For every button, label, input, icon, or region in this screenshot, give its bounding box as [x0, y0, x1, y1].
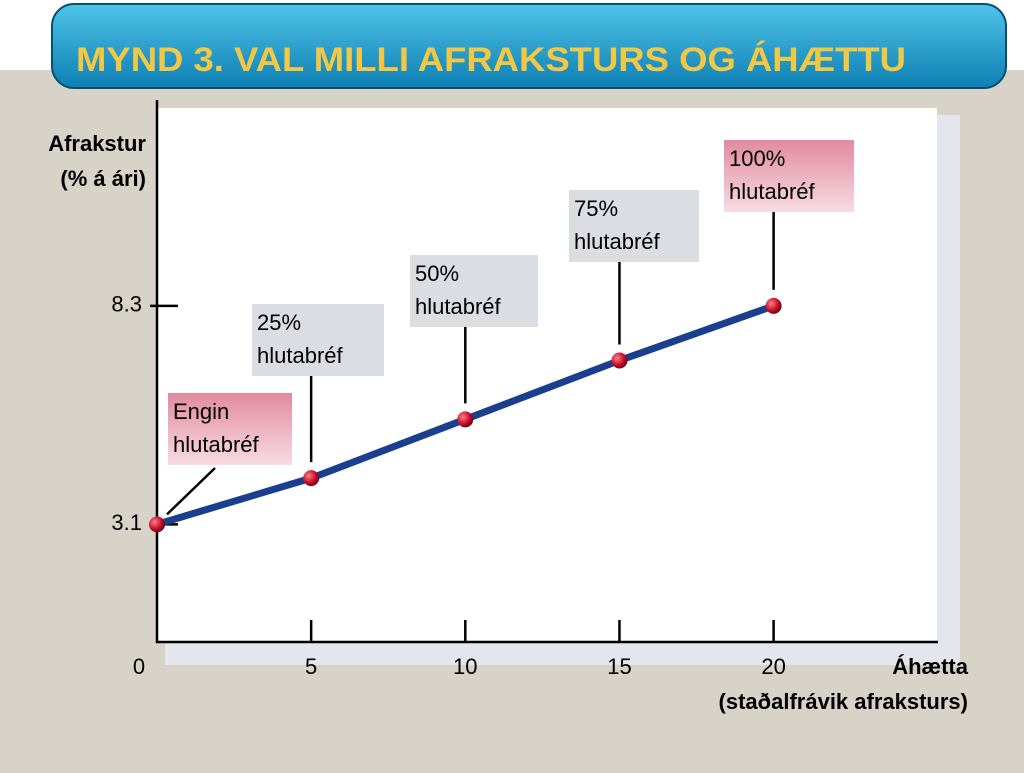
- annotation-text: 100%: [729, 146, 785, 171]
- annotation-text: 25%: [257, 310, 301, 335]
- y-axis-label: (% á ári): [60, 166, 146, 191]
- annotation-text: 75%: [574, 196, 618, 221]
- y-tick-label: 8.3: [111, 292, 142, 317]
- leader-line: [166, 467, 216, 516]
- point: [765, 297, 782, 314]
- annotation-text: hlutabréf: [574, 229, 661, 254]
- annotation-box: [410, 255, 538, 327]
- point: [457, 411, 474, 428]
- annotation-text: hlutabréf: [729, 179, 816, 204]
- x-tick-label: 15: [607, 654, 631, 679]
- x-axis-label: Áhætta: [892, 654, 969, 679]
- annotation-box: [252, 304, 384, 376]
- annotation-text: Engin: [173, 399, 229, 424]
- annotation-text: hlutabréf: [173, 432, 260, 457]
- x-tick-label: 20: [761, 654, 785, 679]
- title-banner: [51, 3, 1007, 89]
- point: [611, 352, 628, 369]
- x-tick-label: 0: [133, 654, 145, 679]
- annotation-box: [168, 393, 292, 465]
- y-axis-label: Afrakstur: [48, 131, 146, 156]
- annotation-text: 50%: [415, 261, 459, 286]
- point: [149, 516, 165, 533]
- title: MYND 3. VAL MILLI AFRAKSTURS OG ÁHÆTTU: [76, 41, 906, 79]
- x-axis-label: (staðalfrávik afraksturs): [719, 689, 968, 714]
- x-tick-label: 5: [305, 654, 317, 679]
- annotation-text: hlutabréf: [257, 343, 344, 368]
- annotation-box: [724, 140, 854, 212]
- annotation-box: [569, 190, 699, 262]
- point: [303, 470, 320, 487]
- annotation-text: hlutabréf: [415, 294, 502, 319]
- x-tick-label: 10: [453, 654, 477, 679]
- y-tick-label: 3.1: [111, 510, 142, 535]
